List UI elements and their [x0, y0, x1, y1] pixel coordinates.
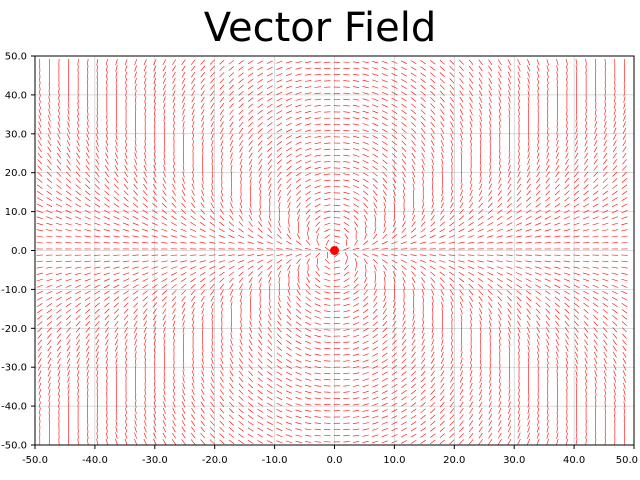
x-tick-label: 10.0 — [383, 455, 405, 466]
vector-arrows — [36, 58, 628, 446]
y-tick-label: -10.0 — [1, 285, 27, 296]
y-tick-label: 10.0 — [5, 207, 27, 218]
x-tick-label: 0.0 — [327, 455, 343, 466]
x-tick-label: -10.0 — [262, 455, 288, 466]
chart-title: Vector Field — [203, 5, 437, 51]
source-point-marker — [330, 246, 339, 255]
y-tick-label: 20.0 — [5, 168, 27, 179]
y-tick-label: 40.0 — [5, 90, 27, 101]
y-tick-label: -50.0 — [1, 441, 27, 452]
x-tick-label: 20.0 — [443, 455, 465, 466]
x-tick-label: -20.0 — [202, 455, 228, 466]
y-tick-label: -40.0 — [1, 402, 27, 413]
y-tick-label: 30.0 — [5, 129, 27, 140]
source-marker-layer — [330, 246, 339, 255]
y-tick-label: 50.0 — [5, 52, 27, 63]
y-axis-ticks: 50.0 40.0 30.0 20.0 10.0 0.0 -10.0 -20.0 -30.0 -4… — [1, 52, 35, 452]
x-axis-ticks: -50.0 -40.0 -30.0 -20.0 -10.0 0.0 10.0 20.0 30.0… — [22, 445, 638, 466]
x-tick-label: -40.0 — [82, 455, 108, 466]
y-tick-label: -30.0 — [1, 363, 27, 374]
x-tick-label: -30.0 — [142, 455, 168, 466]
y-tick-label: -20.0 — [1, 324, 27, 335]
y-tick-label: 0.0 — [11, 246, 27, 257]
x-tick-label: 40.0 — [563, 455, 585, 466]
vector-segments — [36, 58, 628, 446]
x-tick-label: -50.0 — [22, 455, 48, 466]
x-tick-label: 30.0 — [503, 455, 525, 466]
x-tick-label: 50.0 — [616, 455, 638, 466]
